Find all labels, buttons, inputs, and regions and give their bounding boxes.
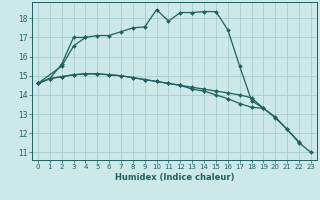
X-axis label: Humidex (Indice chaleur): Humidex (Indice chaleur)	[115, 173, 234, 182]
